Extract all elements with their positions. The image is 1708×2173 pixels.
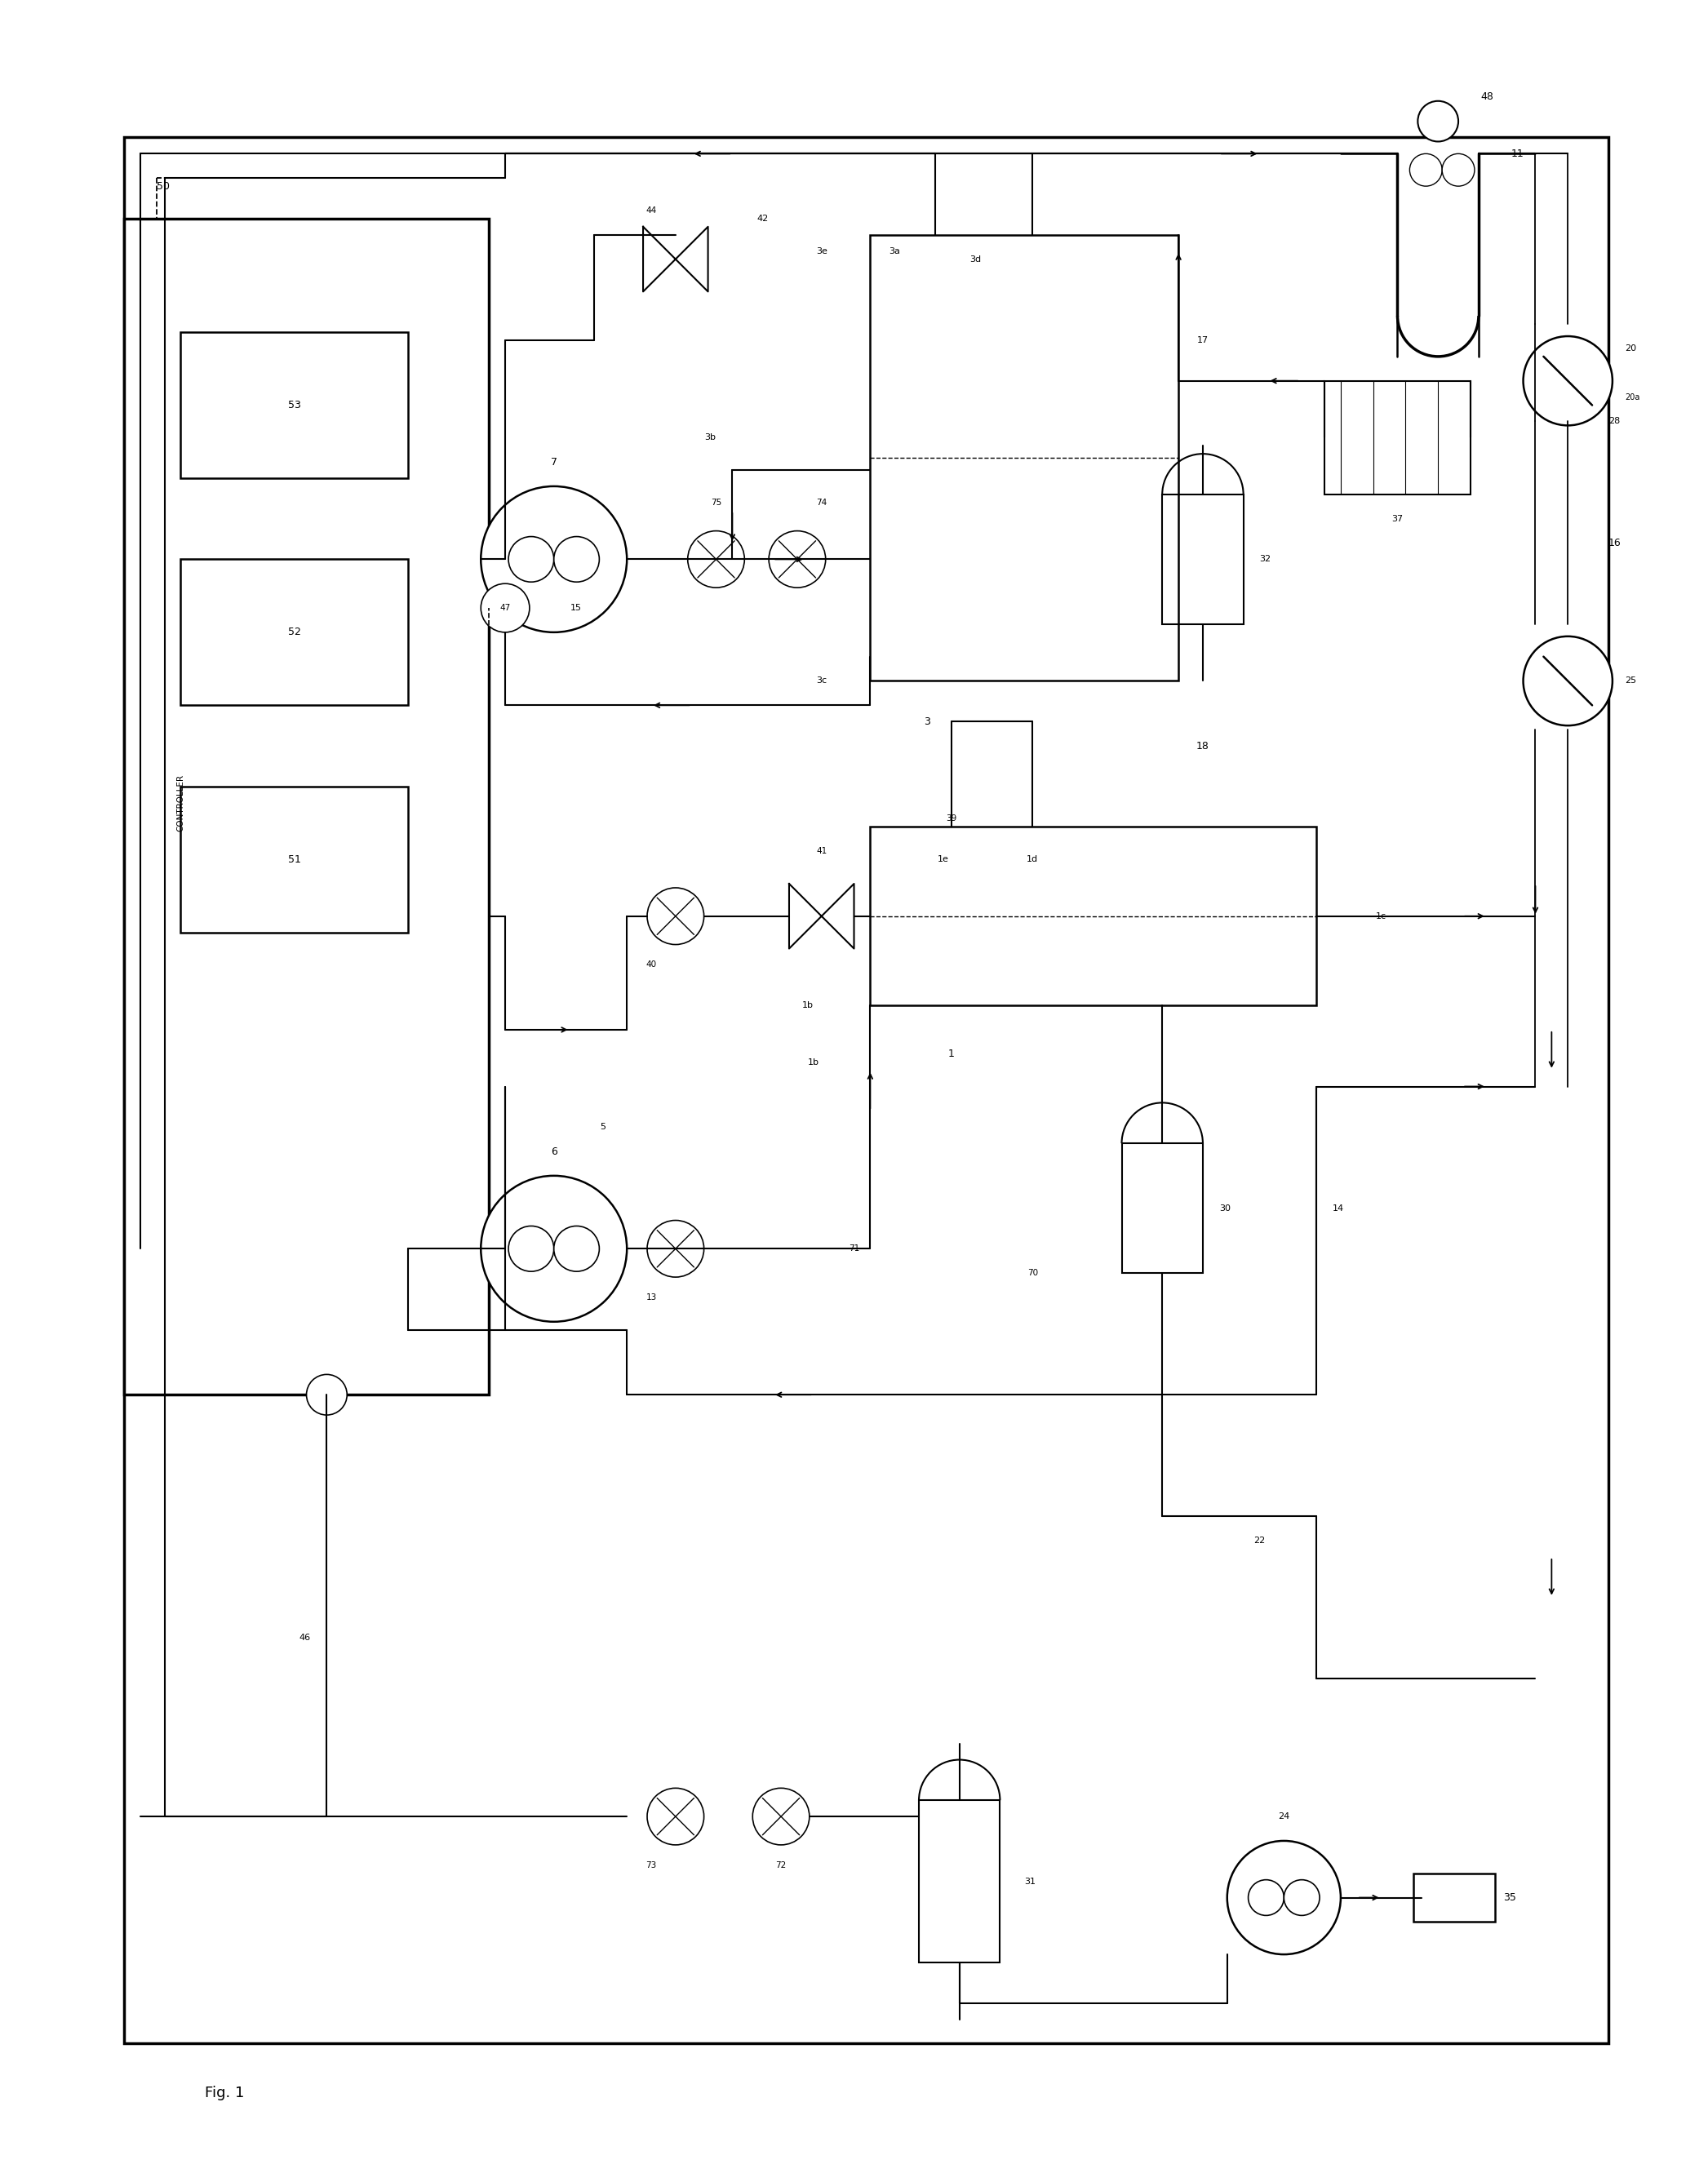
Circle shape	[306, 1376, 347, 1415]
Text: 50: 50	[157, 180, 169, 191]
Text: 32: 32	[1259, 554, 1271, 563]
Text: 44: 44	[646, 206, 656, 215]
Text: 39: 39	[946, 815, 956, 824]
Text: 47: 47	[500, 604, 511, 613]
Text: 74: 74	[816, 498, 827, 506]
Circle shape	[1409, 154, 1442, 187]
Circle shape	[1524, 637, 1612, 726]
Circle shape	[553, 537, 600, 582]
Text: 70: 70	[1027, 1269, 1038, 1278]
Circle shape	[509, 537, 553, 582]
Text: 20a: 20a	[1624, 393, 1640, 402]
Text: 3: 3	[924, 717, 931, 726]
Text: 40: 40	[646, 960, 656, 969]
Text: 75: 75	[711, 498, 721, 506]
Text: 52: 52	[289, 628, 301, 637]
Bar	[125, 219, 488, 1395]
Text: 31: 31	[1025, 1877, 1035, 1886]
Text: 1e: 1e	[938, 856, 950, 863]
Bar	[181, 558, 408, 706]
Text: 17: 17	[1197, 337, 1209, 343]
Text: 13: 13	[646, 1293, 656, 1302]
Bar	[1161, 495, 1243, 624]
Circle shape	[482, 1176, 627, 1321]
Text: 18: 18	[1196, 741, 1209, 752]
Text: 51: 51	[289, 854, 301, 865]
Text: 1b: 1b	[808, 1058, 820, 1067]
Circle shape	[553, 1226, 600, 1271]
Text: 1: 1	[948, 1050, 955, 1060]
Text: 7: 7	[550, 456, 557, 467]
Text: 48: 48	[1481, 91, 1493, 102]
Circle shape	[509, 1226, 553, 1271]
Circle shape	[482, 487, 627, 632]
Bar	[1324, 380, 1471, 495]
Circle shape	[1226, 1841, 1341, 1954]
Circle shape	[753, 1788, 810, 1845]
Text: 22: 22	[1254, 1536, 1266, 1545]
Text: 20: 20	[1624, 343, 1636, 352]
Text: 53: 53	[289, 400, 301, 411]
Text: 25: 25	[1624, 676, 1636, 684]
Text: 1b: 1b	[803, 1002, 813, 1010]
Text: 73: 73	[646, 1860, 656, 1869]
Circle shape	[1284, 1880, 1320, 1914]
Text: 11: 11	[1512, 148, 1524, 159]
Text: 24: 24	[1278, 1812, 1290, 1821]
Text: CONTROLLER: CONTROLLER	[176, 774, 184, 832]
Text: 30: 30	[1220, 1204, 1230, 1213]
Circle shape	[482, 585, 529, 632]
Circle shape	[647, 1221, 704, 1278]
Bar	[869, 235, 1179, 680]
Text: 14: 14	[1332, 1204, 1344, 1213]
Text: 42: 42	[757, 215, 769, 222]
Circle shape	[647, 1788, 704, 1845]
Text: 6: 6	[550, 1145, 557, 1156]
Text: 35: 35	[1503, 1893, 1517, 1904]
Circle shape	[1442, 154, 1474, 187]
Circle shape	[647, 889, 704, 945]
Bar	[181, 332, 408, 478]
Circle shape	[688, 530, 745, 587]
Bar	[125, 137, 1609, 2043]
Text: 1d: 1d	[1027, 856, 1038, 863]
Text: 37: 37	[1392, 515, 1404, 524]
Bar	[181, 787, 408, 932]
Text: 16: 16	[1609, 537, 1621, 548]
Text: 71: 71	[849, 1245, 859, 1254]
Circle shape	[769, 530, 825, 587]
Bar	[1414, 1873, 1494, 1921]
Text: 5: 5	[600, 1123, 605, 1132]
Text: 3b: 3b	[705, 435, 716, 441]
Text: 3c: 3c	[816, 676, 827, 684]
Bar	[869, 828, 1317, 1006]
Text: 28: 28	[1609, 417, 1619, 426]
Text: Fig. 1: Fig. 1	[205, 2086, 244, 2101]
Text: 1c: 1c	[1377, 913, 1387, 919]
Text: 3e: 3e	[816, 248, 827, 254]
Bar	[919, 1799, 999, 1962]
Text: 72: 72	[775, 1860, 786, 1869]
Text: 41: 41	[816, 847, 827, 856]
Text: 15: 15	[570, 604, 581, 613]
Bar	[1122, 1143, 1202, 1273]
Circle shape	[1418, 100, 1459, 141]
Circle shape	[1249, 1880, 1284, 1914]
Text: 46: 46	[299, 1634, 311, 1643]
Circle shape	[1524, 337, 1612, 426]
Text: 3a: 3a	[888, 248, 900, 254]
Text: 3d: 3d	[970, 254, 982, 263]
